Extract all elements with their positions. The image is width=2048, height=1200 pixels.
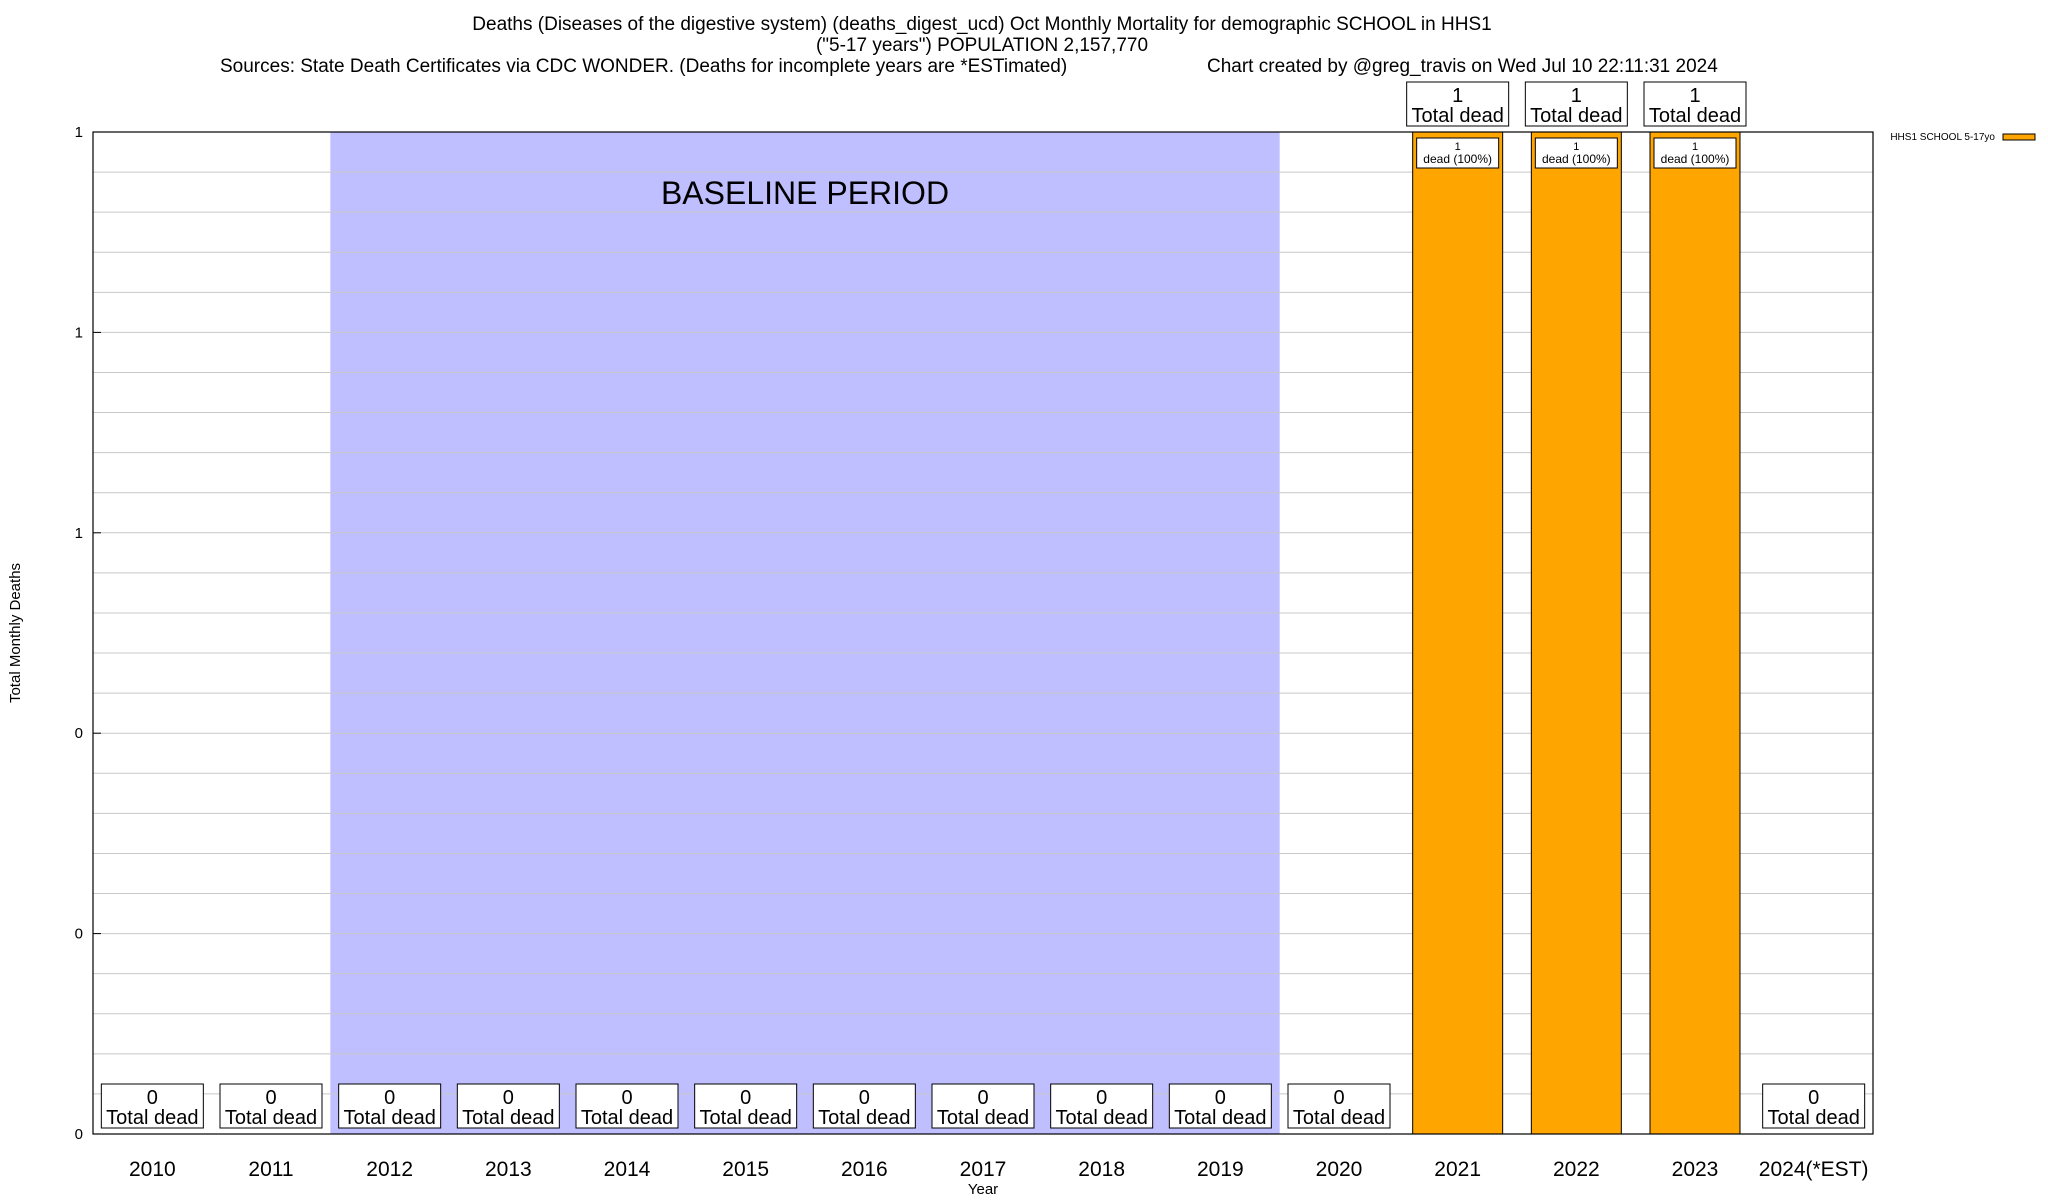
y-axis-label: Total Monthly Deaths bbox=[7, 563, 24, 703]
total-label-box bbox=[575, 1083, 679, 1129]
total-label-value: 0 bbox=[1215, 1087, 1226, 1109]
y-tick-label: 1 bbox=[75, 324, 83, 341]
total-label-box bbox=[338, 1083, 442, 1129]
total-label-box bbox=[1762, 1083, 1866, 1129]
total-label-value: 0 bbox=[621, 1087, 632, 1109]
total-label-value: 0 bbox=[977, 1087, 988, 1109]
total-label-value: 0 bbox=[1096, 1087, 1107, 1109]
total-label-box bbox=[219, 1083, 323, 1129]
x-tick-label: 2022 bbox=[1553, 1158, 1600, 1181]
x-tick-label: 2011 bbox=[248, 1158, 293, 1181]
total-label-text: Total dead bbox=[1412, 105, 1504, 127]
total-label-value: 0 bbox=[740, 1087, 751, 1109]
chart-title-line-1: Deaths (Diseases of the digestive system… bbox=[472, 14, 1491, 35]
chart-title-line-2: ("5-17 years") POPULATION 2,157,770 bbox=[816, 35, 1148, 56]
total-label-value: 1 bbox=[1689, 85, 1700, 107]
total-label-box bbox=[694, 1083, 798, 1129]
bar bbox=[1412, 131, 1504, 1135]
total-label-value: 0 bbox=[1808, 1087, 1819, 1109]
x-tick-label: 2012 bbox=[366, 1158, 413, 1181]
total-label-text: Total dead bbox=[1768, 1107, 1860, 1129]
total-label-text: Total dead bbox=[344, 1107, 436, 1129]
bar-label-box bbox=[1416, 137, 1500, 169]
chart-source-text: Sources: State Death Certificates via CD… bbox=[220, 56, 1067, 77]
x-tick-label: 2019 bbox=[1197, 1158, 1244, 1181]
bar-label-text: dead (100%) bbox=[1542, 152, 1611, 166]
total-label-value: 0 bbox=[859, 1087, 870, 1109]
x-tick-label: 2010 bbox=[129, 1158, 176, 1181]
y-tick-label: 0 bbox=[75, 926, 83, 943]
bar bbox=[1649, 131, 1741, 1135]
bar-label-value: 1 bbox=[1692, 141, 1698, 153]
x-tick-label: 2021 bbox=[1434, 1158, 1481, 1181]
baseline-period-label: BASELINE PERIOD bbox=[661, 175, 949, 211]
total-label-text: Total dead bbox=[581, 1107, 673, 1129]
y-tick-label: 0 bbox=[75, 725, 83, 742]
total-label-box bbox=[1287, 1083, 1391, 1129]
bar-label-text: dead (100%) bbox=[1661, 152, 1730, 166]
total-label-text: Total dead bbox=[106, 1107, 198, 1129]
total-label-box bbox=[1168, 1083, 1272, 1129]
x-tick-label: 2014 bbox=[604, 1158, 651, 1181]
total-label-box bbox=[1406, 81, 1510, 127]
total-label-text: Total dead bbox=[225, 1107, 317, 1129]
baseline-period-band bbox=[330, 132, 1280, 1134]
y-tick-label: 1 bbox=[75, 525, 83, 542]
bar-label-value: 1 bbox=[1573, 141, 1579, 153]
x-tick-label: 2018 bbox=[1078, 1158, 1125, 1181]
total-label-box bbox=[812, 1083, 916, 1129]
x-tick-label: 2016 bbox=[841, 1158, 888, 1181]
x-tick-label: 2013 bbox=[485, 1158, 532, 1181]
total-label-value: 1 bbox=[1452, 85, 1463, 107]
plot-frame bbox=[92, 131, 1874, 1135]
y-tick-label: 0 bbox=[75, 1126, 83, 1143]
total-label-box bbox=[1643, 81, 1747, 127]
bar bbox=[1530, 131, 1622, 1135]
total-label-box bbox=[1050, 1083, 1154, 1129]
total-label-text: Total dead bbox=[937, 1107, 1029, 1129]
x-tick-label: 2015 bbox=[722, 1158, 769, 1181]
total-label-value: 0 bbox=[503, 1087, 514, 1109]
total-label-box bbox=[931, 1083, 1035, 1129]
total-label-text: Total dead bbox=[1293, 1107, 1385, 1129]
x-tick-label: 2023 bbox=[1672, 1158, 1719, 1181]
total-label-box bbox=[456, 1083, 560, 1129]
total-label-box bbox=[100, 1083, 204, 1129]
chart-credit-text: Chart created by @greg_travis on Wed Jul… bbox=[1207, 56, 1718, 77]
total-label-value: 0 bbox=[384, 1087, 395, 1109]
total-label-value: 0 bbox=[1333, 1087, 1344, 1109]
total-label-text: Total dead bbox=[700, 1107, 792, 1129]
total-label-value: 1 bbox=[1571, 85, 1582, 107]
total-label-text: Total dead bbox=[1530, 105, 1622, 127]
x-tick-label: 2024(*EST) bbox=[1759, 1158, 1869, 1181]
total-label-text: Total dead bbox=[818, 1107, 910, 1129]
bar-label-text: dead (100%) bbox=[1423, 152, 1492, 166]
total-label-text: Total dead bbox=[1649, 105, 1741, 127]
bar-label-box bbox=[1653, 137, 1737, 169]
total-label-value: 0 bbox=[265, 1087, 276, 1109]
x-axis-label: Year bbox=[968, 1181, 998, 1198]
total-label-text: Total dead bbox=[1056, 1107, 1148, 1129]
total-label-value: 0 bbox=[147, 1087, 158, 1109]
y-tick-label: 1 bbox=[75, 124, 83, 141]
total-label-text: Total dead bbox=[1174, 1107, 1266, 1129]
total-label-text: Total dead bbox=[462, 1107, 554, 1129]
bar-label-box bbox=[1534, 137, 1618, 169]
x-tick-label: 2020 bbox=[1316, 1158, 1363, 1181]
total-label-box bbox=[1524, 81, 1628, 127]
legend-entry-swatch bbox=[2002, 133, 2036, 141]
legend-entry-label: HHS1 SCHOOL 5-17yo bbox=[1890, 132, 1995, 143]
x-tick-label: 2017 bbox=[960, 1158, 1007, 1181]
bar-label-value: 1 bbox=[1455, 141, 1461, 153]
